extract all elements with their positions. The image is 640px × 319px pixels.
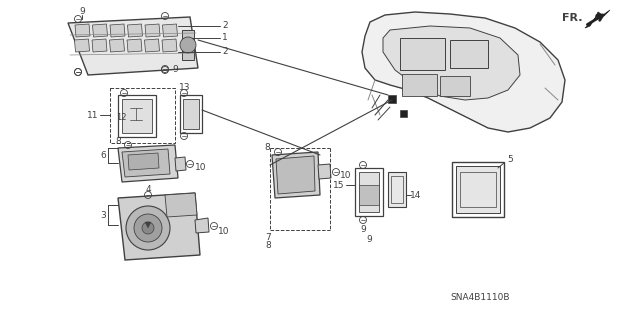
Polygon shape [175,157,186,171]
Text: 10: 10 [340,172,351,181]
Text: 7: 7 [265,234,271,242]
Text: FR.: FR. [562,13,582,23]
Bar [400,38,445,70]
Polygon shape [145,222,151,228]
Text: 8: 8 [264,144,270,152]
Text: 1: 1 [222,33,228,42]
Text: 9: 9 [360,226,366,234]
Text: 3: 3 [100,211,106,219]
Text: 10: 10 [195,164,207,173]
Polygon shape [145,24,160,37]
Bar [183,99,199,129]
Polygon shape [93,24,108,37]
Bar [460,172,496,207]
Polygon shape [276,156,315,194]
Text: 10: 10 [218,227,230,236]
Text: 9: 9 [172,65,178,75]
Polygon shape [318,164,331,179]
Bar [391,176,403,203]
Polygon shape [145,39,159,52]
Bar [388,95,396,103]
Polygon shape [127,39,142,52]
Polygon shape [75,24,90,37]
Polygon shape [122,149,170,177]
Circle shape [180,37,196,53]
Text: 9: 9 [79,8,85,17]
Bar [182,30,194,60]
Polygon shape [585,10,610,28]
Text: 8: 8 [265,241,271,249]
Text: 5: 5 [507,155,513,165]
Bar [400,110,407,117]
Bar [452,162,504,217]
Bar [180,95,202,133]
Bar [359,172,379,212]
Circle shape [126,206,170,250]
Polygon shape [118,193,200,260]
Bar [450,40,488,68]
Polygon shape [128,153,159,170]
Polygon shape [362,12,565,132]
Text: 11: 11 [86,110,98,120]
Polygon shape [162,39,177,52]
Text: 9: 9 [366,235,372,244]
Bar [456,166,500,213]
Text: 2: 2 [222,48,228,56]
Circle shape [142,222,154,234]
Polygon shape [110,24,125,37]
Bar [110,88,175,143]
Text: 2: 2 [222,21,228,31]
Bar [440,76,470,96]
Polygon shape [195,218,209,233]
Bar [402,74,437,96]
Circle shape [134,214,162,242]
Polygon shape [163,24,177,37]
Text: 13: 13 [179,84,191,93]
Text: 6: 6 [100,151,106,160]
Polygon shape [118,145,178,182]
Bar [359,185,379,205]
Bar [355,168,383,216]
Text: 15: 15 [333,181,344,189]
Polygon shape [68,17,198,75]
Polygon shape [383,26,520,100]
Polygon shape [92,39,107,52]
Text: 4: 4 [145,186,151,195]
Polygon shape [165,193,197,217]
Bar [122,99,152,133]
Polygon shape [127,24,143,37]
Polygon shape [74,39,90,52]
Bar [388,172,406,207]
Polygon shape [109,39,125,52]
Bar [118,95,156,137]
Text: 8: 8 [115,137,121,146]
Polygon shape [272,152,320,198]
Text: SNA4B1110B: SNA4B1110B [450,293,509,302]
Text: 14: 14 [410,190,421,199]
Text: 12: 12 [116,114,127,122]
